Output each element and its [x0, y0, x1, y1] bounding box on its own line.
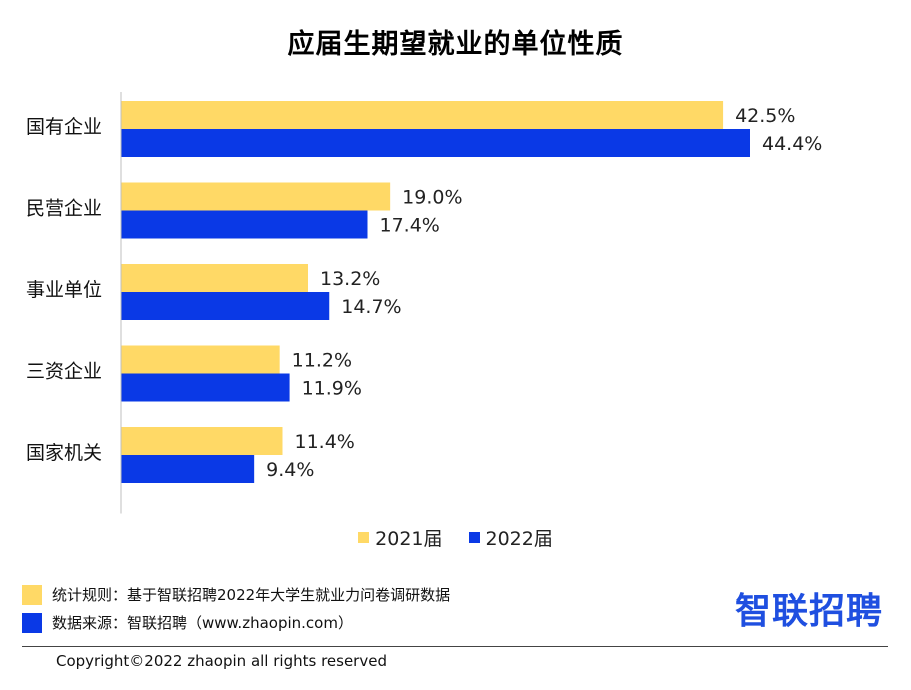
legend-label-2022: 2022届 [485, 528, 553, 550]
bar-0-series-1 [121, 129, 750, 157]
data-label-3-series-1: 11.9% [302, 378, 362, 400]
bar-4-series-0 [121, 427, 283, 455]
legend: 2021届 2022届 [0, 524, 911, 551]
category-label-1: 民营企业 [26, 198, 102, 220]
data-label-4-series-0: 11.4% [295, 431, 355, 453]
data-label-1-series-1: 17.4% [380, 215, 440, 237]
legend-item-2022: 2022届 [468, 524, 553, 551]
category-label-4: 国家机关 [26, 442, 102, 464]
footnote-rule: 统计规则：基于智联招聘2022年大学生就业力问卷调研数据 [22, 584, 450, 605]
bar-0-series-0 [121, 101, 724, 129]
bar-1-series-0 [121, 182, 391, 211]
chart-title: 应届生期望就业的单位性质 [287, 29, 624, 60]
copyright-text: Copyright©2022 zhaopin all rights reserv… [56, 652, 387, 670]
legend-swatch-2021 [358, 532, 370, 543]
data-label-3-series-0: 11.2% [292, 350, 352, 372]
bar-3-series-1 [121, 373, 290, 402]
bar-4-series-1 [121, 455, 255, 483]
data-label-1-series-0: 19.0% [402, 187, 462, 209]
footnote-yellow-box [22, 584, 42, 605]
data-label-2-series-0: 13.2% [320, 268, 380, 290]
bar-2-series-1 [121, 292, 330, 320]
bar-3-series-0 [121, 345, 280, 374]
category-label-3: 三资企业 [26, 361, 102, 383]
category-label-2: 事业单位 [26, 279, 102, 301]
category-label-0: 国有企业 [26, 116, 102, 138]
footnote-rule-text: 统计规则：基于智联招聘2022年大学生就业力问卷调研数据 [52, 586, 451, 604]
bar-2-series-0 [121, 264, 308, 292]
data-label-0-series-0: 42.5% [735, 105, 795, 127]
legend-swatch-2022 [468, 532, 480, 543]
bar-1-series-1 [121, 210, 368, 239]
footer-divider [22, 646, 888, 647]
data-label-4-series-1: 9.4% [266, 459, 314, 481]
zhaopin-logo: 智联招聘 [734, 591, 883, 632]
footnote-blue-box [22, 612, 42, 633]
footnote-source-text: 数据来源：智联招聘（www.zhaopin.com） [52, 614, 353, 632]
legend-label-2021: 2021届 [375, 528, 443, 550]
bar-chart: 国有企业 42.5% 44.4% 民营企业 19.0% 17.4% 事业单位 13.2% 14.… [26, 92, 822, 514]
data-label-0-series-1: 44.4% [762, 133, 822, 155]
legend-item-2021: 2021届 [358, 524, 443, 551]
data-label-2-series-1: 14.7% [341, 296, 401, 318]
footnote-source: 数据来源：智联招聘（www.zhaopin.com） [22, 612, 353, 633]
